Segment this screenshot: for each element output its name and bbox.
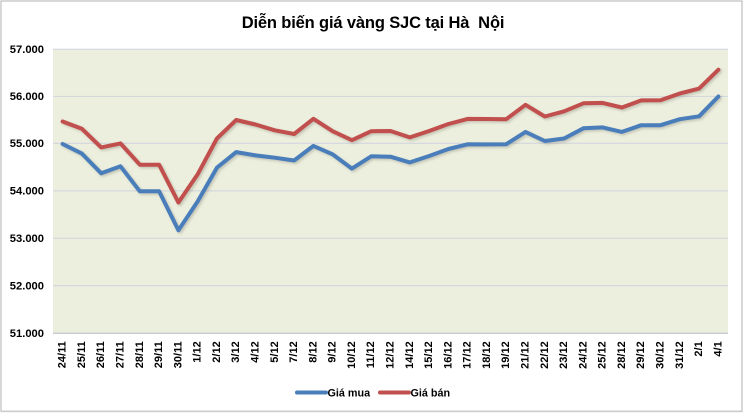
svg-text:29/11: 29/11 [153,341,165,368]
svg-text:19/12: 19/12 [500,341,512,369]
svg-text:23/12: 23/12 [558,341,570,369]
svg-text:2/12: 2/12 [211,341,223,362]
svg-text:12/12: 12/12 [385,341,397,369]
svg-text:7/12: 7/12 [288,341,300,362]
svg-text:25/11: 25/11 [76,341,88,368]
svg-text:26/11: 26/11 [95,341,107,368]
svg-text:31/12: 31/12 [674,341,686,369]
svg-text:14/12: 14/12 [404,341,416,369]
svg-text:28/12: 28/12 [616,341,628,369]
svg-text:8/12: 8/12 [307,341,319,362]
svg-text:28/11: 28/11 [134,341,146,368]
svg-text:24/12: 24/12 [577,341,589,369]
svg-text:25/12: 25/12 [597,341,609,369]
svg-text:15/12: 15/12 [423,341,435,369]
svg-text:24/11: 24/11 [57,341,69,368]
svg-text:1/12: 1/12 [192,341,204,362]
svg-text:3/12: 3/12 [230,341,242,362]
svg-text:52.000: 52.000 [10,281,44,293]
svg-text:5/12: 5/12 [269,341,281,362]
svg-text:54.000: 54.000 [10,186,44,198]
svg-text:29/12: 29/12 [635,341,647,369]
svg-text:53.000: 53.000 [10,233,44,245]
svg-text:57.000: 57.000 [10,44,44,56]
svg-text:27/11: 27/11 [115,341,127,368]
svg-text:9/12: 9/12 [327,341,339,362]
svg-text:22/12: 22/12 [539,341,551,369]
svg-text:30/12: 30/12 [655,341,667,369]
svg-text:51.000: 51.000 [10,328,44,340]
svg-text:11/12: 11/12 [365,341,377,368]
svg-text:17/12: 17/12 [462,341,474,369]
svg-text:16/12: 16/12 [442,341,454,369]
svg-text:2/1: 2/1 [693,341,705,356]
svg-text:10/12: 10/12 [346,341,358,369]
svg-text:55.000: 55.000 [10,138,44,150]
svg-text:4/12: 4/12 [250,341,262,362]
svg-text:30/11: 30/11 [172,341,184,368]
svg-text:4/1: 4/1 [712,341,724,356]
svg-text:Giá mua: Giá mua [328,388,372,400]
svg-text:56.000: 56.000 [10,91,44,103]
svg-text:Giá bán: Giá bán [411,388,451,400]
svg-text:18/12: 18/12 [481,341,493,369]
svg-text:Diễn biến giá vàng SJC tại Hà: Diễn biến giá vàng SJC tại Hà Nội [242,13,505,32]
svg-text:21/12: 21/12 [520,341,532,369]
